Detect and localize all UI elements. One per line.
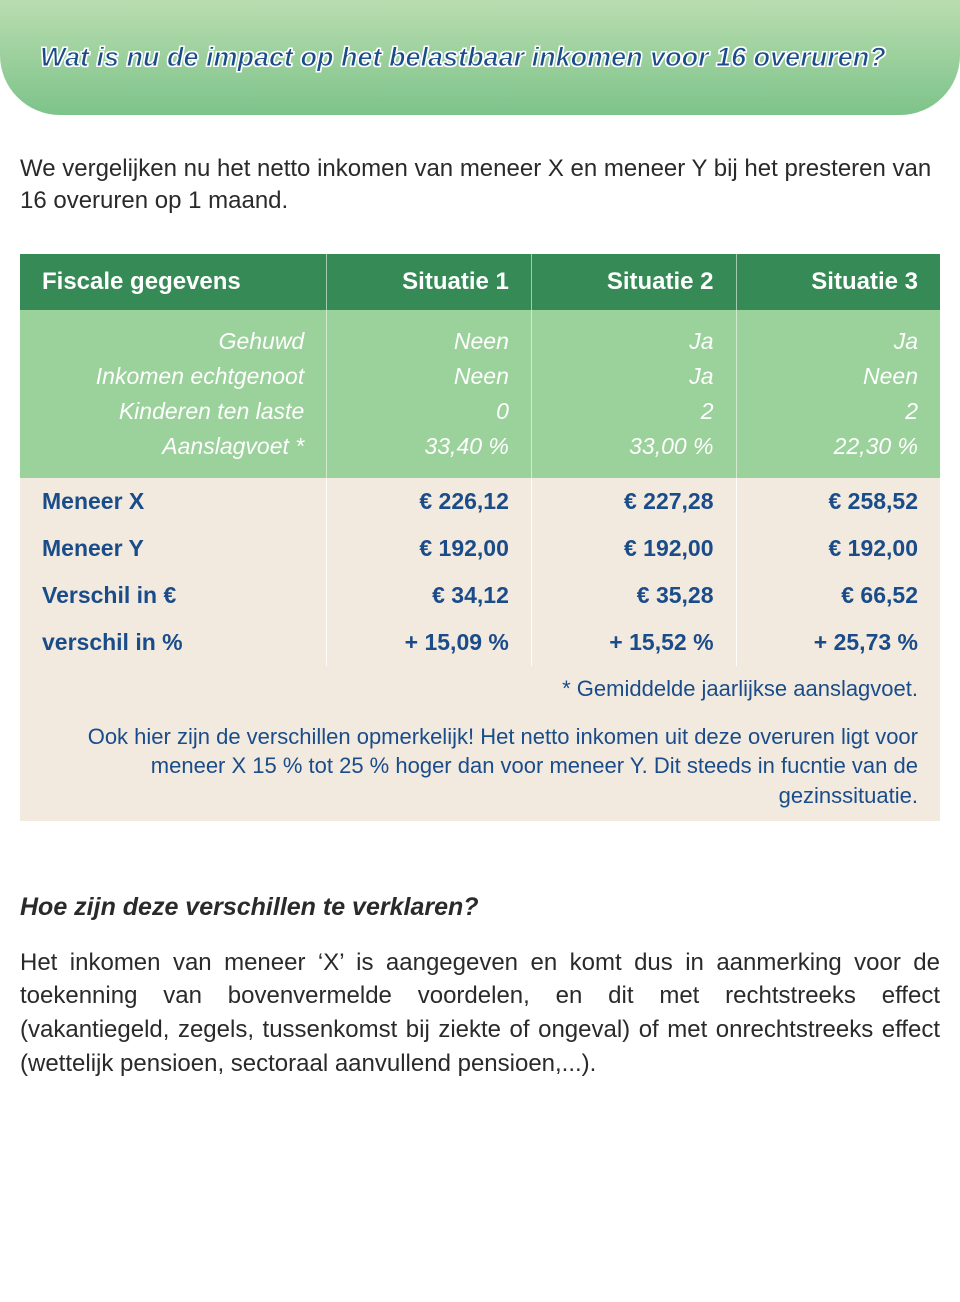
- data-c1: € 226,12: [327, 478, 532, 525]
- table-callout: Ook hier zijn de verschillen opmerkelijk…: [20, 712, 940, 821]
- data-row-verschil-pct: verschil in % + 15,09 % + 15,52 % + 25,7…: [20, 619, 940, 666]
- sub-c3: 22,30 %: [736, 429, 940, 478]
- sub-c2: 33,00 %: [531, 429, 736, 478]
- sub-c1: Neen: [327, 310, 532, 359]
- data-c2: € 35,28: [531, 572, 736, 619]
- banner-pill: Wat is nu de impact op het belastbaar in…: [0, 0, 960, 115]
- sub-c3: Neen: [736, 359, 940, 394]
- sub-c1: 0: [327, 394, 532, 429]
- data-label: verschil in %: [20, 619, 327, 666]
- data-c1: € 34,12: [327, 572, 532, 619]
- sub-row-kinderen: Kinderen ten laste 0 2 2: [20, 394, 940, 429]
- data-label: Meneer Y: [20, 525, 327, 572]
- banner: Wat is nu de impact op het belastbaar in…: [0, 0, 960, 115]
- sub-row-aanslagvoet: Aanslagvoet * 33,40 % 33,00 % 22,30 %: [20, 429, 940, 478]
- data-c3: € 258,52: [736, 478, 940, 525]
- data-c2: € 192,00: [531, 525, 736, 572]
- sub-row-gehuwd: Gehuwd Neen Ja Ja: [20, 310, 940, 359]
- subheading: Hoe zijn deze verschillen te verklaren?: [0, 821, 960, 946]
- data-c3: € 66,52: [736, 572, 940, 619]
- data-label: Meneer X: [20, 478, 327, 525]
- intro-paragraph: We vergelijken nu het netto inkomen van …: [0, 153, 960, 254]
- table-callout-row: Ook hier zijn de verschillen opmerkelijk…: [20, 712, 940, 821]
- sub-c3: Ja: [736, 310, 940, 359]
- table-footnote-row: * Gemiddelde jaarlijkse aanslagvoet.: [20, 666, 940, 712]
- data-row-verschil-eur: Verschil in € € 34,12 € 35,28 € 66,52: [20, 572, 940, 619]
- data-c1: + 15,09 %: [327, 619, 532, 666]
- sub-label: Inkomen echtgenoot: [20, 359, 327, 394]
- data-label: Verschil in €: [20, 572, 327, 619]
- sub-label: Kinderen ten laste: [20, 394, 327, 429]
- hdr-c2: Situatie 2: [531, 254, 736, 310]
- sub-c1: 33,40 %: [327, 429, 532, 478]
- data-c3: € 192,00: [736, 525, 940, 572]
- banner-title: Wat is nu de impact op het belastbaar in…: [40, 42, 920, 73]
- table-header-row: Fiscale gegevens Situatie 1 Situatie 2 S…: [20, 254, 940, 310]
- hdr-c1: Situatie 1: [327, 254, 532, 310]
- data-c1: € 192,00: [327, 525, 532, 572]
- data-row-meneer-y: Meneer Y € 192,00 € 192,00 € 192,00: [20, 525, 940, 572]
- sub-row-inkomen: Inkomen echtgenoot Neen Ja Neen: [20, 359, 940, 394]
- sub-c2: 2: [531, 394, 736, 429]
- sub-c2: Ja: [531, 359, 736, 394]
- hdr-c0: Fiscale gegevens: [20, 254, 327, 310]
- sub-c2: Ja: [531, 310, 736, 359]
- data-c2: € 227,28: [531, 478, 736, 525]
- data-row-meneer-x: Meneer X € 226,12 € 227,28 € 258,52: [20, 478, 940, 525]
- fiscal-table: Fiscale gegevens Situatie 1 Situatie 2 S…: [20, 254, 940, 821]
- sub-label: Aanslagvoet *: [20, 429, 327, 478]
- sub-c1: Neen: [327, 359, 532, 394]
- table-wrap: Fiscale gegevens Situatie 1 Situatie 2 S…: [0, 254, 960, 821]
- data-c2: + 15,52 %: [531, 619, 736, 666]
- page: Wat is nu de impact op het belastbaar in…: [0, 0, 960, 1120]
- sub-label: Gehuwd: [20, 310, 327, 359]
- data-c3: + 25,73 %: [736, 619, 940, 666]
- body-paragraph: Het inkomen van meneer ‘X’ is aangegeven…: [0, 946, 960, 1120]
- table-footnote: * Gemiddelde jaarlijkse aanslagvoet.: [20, 666, 940, 712]
- hdr-c3: Situatie 3: [736, 254, 940, 310]
- sub-c3: 2: [736, 394, 940, 429]
